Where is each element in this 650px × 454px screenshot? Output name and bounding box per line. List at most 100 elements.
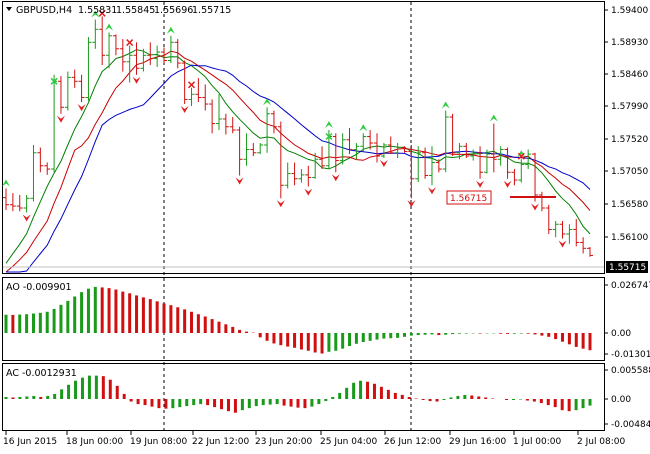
fractal-down-arrow-icon xyxy=(276,200,285,208)
time-tick: 25 Jun 04:00 xyxy=(320,437,377,447)
price-bar xyxy=(16,195,23,212)
ac-tick: 0.005588 xyxy=(611,366,650,376)
fractal-up-arrow-icon xyxy=(91,10,100,18)
fractal-down-arrow-icon xyxy=(304,188,313,196)
ac-pane[interactable] xyxy=(2,363,605,431)
fractal-up-arrow-icon xyxy=(324,121,333,129)
time-tick: 26 Jun 12:00 xyxy=(384,437,441,447)
price-bar xyxy=(394,143,401,158)
price-bar xyxy=(408,144,415,199)
fractal-up-arrow-icon xyxy=(441,101,450,109)
price-bar xyxy=(71,69,78,88)
price-bar xyxy=(401,146,408,153)
ao-histogram xyxy=(4,286,592,354)
price-bar xyxy=(30,144,37,202)
price-bar xyxy=(312,152,319,179)
price-bar xyxy=(174,39,181,69)
price-bar xyxy=(37,147,44,173)
fractal-down-arrow-icon xyxy=(558,240,567,248)
price-bar xyxy=(250,143,257,157)
ac-histogram xyxy=(4,375,592,413)
price-bar xyxy=(449,113,456,157)
price-bar xyxy=(319,146,326,170)
ohlc-high: 1.55845 xyxy=(116,5,155,16)
fractal-down-arrow-icon xyxy=(503,180,512,188)
price-bar xyxy=(497,146,504,166)
price-bar xyxy=(209,99,216,134)
price-tick: 1.58460 xyxy=(611,70,648,80)
price-bar xyxy=(167,35,174,64)
price-bar xyxy=(298,169,305,183)
price-bar xyxy=(188,87,195,106)
ao-pane[interactable] xyxy=(2,277,605,361)
signal-cross-icon xyxy=(50,77,58,85)
ac-tick: -0.004840 xyxy=(611,420,650,430)
time-tick: 22 Jun 12:00 xyxy=(192,437,249,447)
collapse-arrow-icon[interactable] xyxy=(6,7,12,11)
time-tick: 18 Jun 00:00 xyxy=(66,437,123,447)
price-bar xyxy=(422,147,429,179)
price-bar xyxy=(78,74,85,103)
price-bar xyxy=(518,159,525,183)
price-bar xyxy=(264,107,271,153)
price-bar xyxy=(559,221,566,239)
price-bar xyxy=(504,147,511,179)
signal-cross-icon xyxy=(126,39,134,47)
price-bar xyxy=(435,159,442,173)
price-bar xyxy=(580,237,587,254)
price-bar xyxy=(147,42,154,66)
price-bar xyxy=(415,146,422,183)
price-bar xyxy=(477,146,484,179)
price-bar xyxy=(367,130,374,150)
price-bar xyxy=(552,221,559,238)
price-bar xyxy=(374,133,381,163)
price-bar xyxy=(566,224,573,244)
price-marker-label: 1.56715 xyxy=(450,194,487,204)
signal-cross-icon xyxy=(187,81,196,89)
main-title: GBPUSD,H4 1.55831 1.55845 1.55696 1.5571… xyxy=(6,5,231,16)
price-marker-box[interactable] xyxy=(446,190,492,205)
fractal-up-arrow-icon xyxy=(263,98,272,106)
ao-tick: 0.026747 xyxy=(611,281,650,291)
price-bar xyxy=(106,32,113,69)
price-bar xyxy=(587,247,593,257)
ac-tick: 0.00 xyxy=(611,395,631,405)
time-axis: 16 Jun 2015 18 Jun 00:00 19 Jun 08:00 22… xyxy=(3,431,626,447)
price-bar xyxy=(23,195,30,213)
price-bar xyxy=(119,39,126,72)
time-tick: 2 Jul 08:00 xyxy=(577,437,626,447)
price-bar xyxy=(573,219,580,247)
fractal-down-arrow-icon xyxy=(476,180,485,188)
price-bar xyxy=(3,188,9,210)
price-tick: 1.56580 xyxy=(611,200,648,210)
price-bar xyxy=(483,149,490,174)
price-plot xyxy=(2,9,593,273)
price-bar xyxy=(44,162,51,175)
signal-cross-icon xyxy=(325,132,333,141)
price-bar xyxy=(428,146,435,186)
price-bar xyxy=(57,76,64,114)
price-bar xyxy=(161,47,168,64)
price-tick: 1.57990 xyxy=(611,102,648,112)
price-bar xyxy=(9,193,16,212)
price-bar xyxy=(284,162,291,189)
fractal-up-arrow-icon xyxy=(105,23,114,31)
price-bar xyxy=(85,37,92,101)
fractal-up-arrow-icon xyxy=(517,150,526,158)
ohlc-open: 1.55831 xyxy=(78,5,117,16)
ao-tick: -0.013013 xyxy=(611,350,650,360)
signal-cross-icon xyxy=(98,9,106,17)
price-bar xyxy=(346,128,353,155)
price-bar xyxy=(215,94,222,131)
fractal-down-arrow-icon xyxy=(331,174,340,182)
price-tick: 1.59400 xyxy=(611,6,648,16)
ma-red-line xyxy=(5,50,591,273)
fractal-up-arrow-icon xyxy=(2,179,10,187)
price-bar xyxy=(339,133,346,165)
price-bar xyxy=(140,48,147,72)
current-price-label: 1.55715 xyxy=(609,263,646,273)
main-pane[interactable] xyxy=(2,1,605,274)
signal-cross-icon xyxy=(517,152,525,160)
price-bar xyxy=(532,152,539,202)
